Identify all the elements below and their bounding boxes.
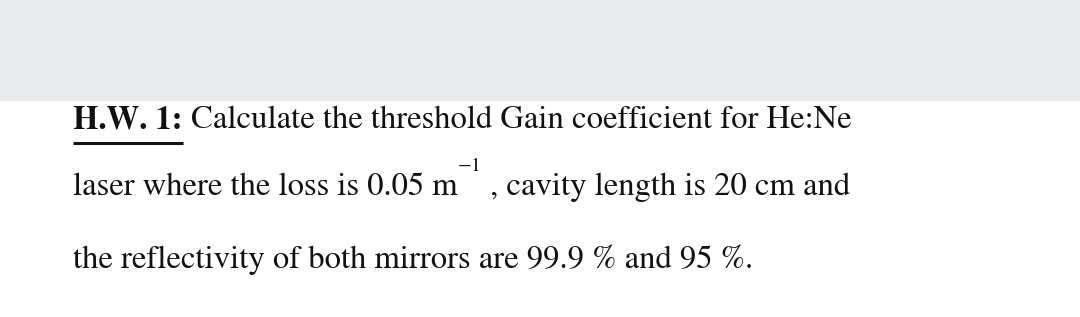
Text: −1: −1	[458, 158, 482, 175]
Text: , cavity length is 20 cm and: , cavity length is 20 cm and	[482, 172, 850, 202]
Text: laser where the loss is 0.05 m: laser where the loss is 0.05 m	[73, 172, 458, 202]
Text: Calculate the threshold Gain coefficient for He:Ne: Calculate the threshold Gain coefficient…	[183, 106, 851, 135]
Text: H.W. 1:: H.W. 1:	[73, 105, 183, 135]
Text: the reflectivity of both mirrors are 99.9 % and 95 %.: the reflectivity of both mirrors are 99.…	[73, 244, 754, 275]
